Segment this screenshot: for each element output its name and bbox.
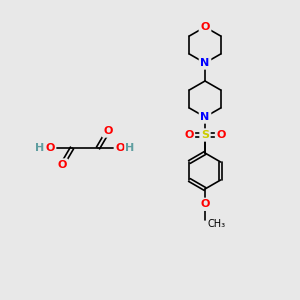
Text: H: H [125,143,135,153]
Text: H: H [35,143,45,153]
Text: CH₃: CH₃ [207,219,225,229]
Text: O: O [217,130,226,140]
Text: O: O [103,126,113,136]
Text: O: O [115,143,125,153]
Text: S: S [201,130,209,140]
Text: O: O [57,160,67,170]
Text: O: O [184,130,194,140]
Text: O: O [200,22,210,32]
Text: N: N [200,58,210,68]
Text: O: O [45,143,55,153]
Text: O: O [200,199,210,209]
Text: N: N [200,112,210,122]
